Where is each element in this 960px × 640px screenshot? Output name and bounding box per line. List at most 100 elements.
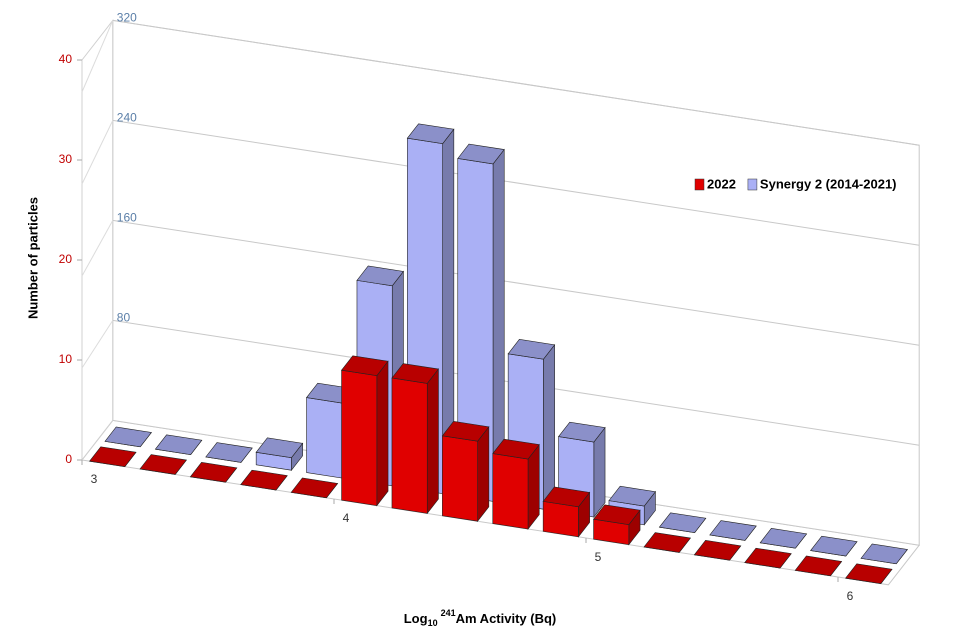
bar-top xyxy=(759,528,808,549)
bar-top xyxy=(608,485,656,507)
bar-top xyxy=(558,421,606,443)
bar-top xyxy=(356,265,404,287)
x-axis-title-sup: 241 xyxy=(441,608,456,618)
bar xyxy=(860,543,908,565)
legend-label: Synergy 2 (2014-2021) xyxy=(760,176,897,191)
bar xyxy=(744,547,792,569)
bar-side xyxy=(593,426,606,518)
legend-label: 2022 xyxy=(707,176,736,191)
bar-top xyxy=(341,355,389,376)
bar-top xyxy=(845,563,893,584)
bar xyxy=(810,535,858,557)
bar-top xyxy=(89,446,137,467)
bar-top xyxy=(391,363,439,384)
bar-side xyxy=(426,368,439,515)
bar xyxy=(139,454,187,475)
x-axis-title: Log10241Am Activity (Bq) xyxy=(404,608,557,628)
bar-front xyxy=(341,369,378,506)
grid-line xyxy=(81,220,114,277)
bar-top xyxy=(104,426,152,448)
bar-front xyxy=(492,453,529,530)
bar xyxy=(643,532,691,553)
grid-line xyxy=(81,320,114,369)
bar-front xyxy=(306,397,343,479)
bar xyxy=(104,426,152,448)
bar-front xyxy=(391,377,428,514)
bar-top xyxy=(457,143,505,165)
bar xyxy=(341,355,389,507)
y2-tick-label: 320 xyxy=(117,11,137,25)
legend-swatch xyxy=(747,178,758,191)
bar-side xyxy=(376,360,389,507)
x-axis-title-part: Am Activity (Bq) xyxy=(456,611,557,626)
bar xyxy=(492,438,540,530)
bar xyxy=(593,504,641,546)
x-tick-label: 4 xyxy=(343,511,350,525)
grid-line xyxy=(81,20,114,93)
bar-top xyxy=(794,555,843,577)
bar xyxy=(693,540,742,561)
bar-front xyxy=(442,435,478,522)
bar-top xyxy=(709,520,757,541)
bar xyxy=(154,434,203,455)
bar xyxy=(709,520,757,541)
bar xyxy=(457,143,505,503)
x-tick-label: 5 xyxy=(595,550,602,564)
y2-tick-label: 240 xyxy=(117,111,137,125)
bar-top xyxy=(860,543,908,565)
y-tick-label: 20 xyxy=(59,252,73,266)
bar-top xyxy=(139,454,187,475)
y-tick-label: 40 xyxy=(59,52,73,66)
x-axis-title-sub: 10 xyxy=(428,618,438,628)
bar xyxy=(441,421,490,523)
bar-top xyxy=(406,123,455,144)
bar-top xyxy=(189,462,238,483)
bar-front xyxy=(542,501,579,538)
legend-swatch xyxy=(694,178,705,191)
grid-line xyxy=(112,219,920,346)
bar-top xyxy=(255,437,304,459)
y-tick-label: 10 xyxy=(59,352,73,366)
bar-top xyxy=(507,339,556,360)
bar-top xyxy=(593,504,641,525)
y2-tick-label: 80 xyxy=(117,311,131,325)
bar-top xyxy=(744,547,792,569)
bar-top xyxy=(658,512,707,533)
bar-top xyxy=(205,442,253,463)
y2-tick-label: 160 xyxy=(117,211,137,225)
grid-line xyxy=(112,119,920,246)
grid-line xyxy=(81,120,114,185)
bar xyxy=(255,437,304,472)
side-wall xyxy=(81,18,114,462)
bar xyxy=(89,446,137,467)
y-tick-label: 0 xyxy=(65,452,72,466)
bar xyxy=(189,462,238,483)
bar-top xyxy=(492,438,540,460)
bar xyxy=(845,563,893,584)
bar-top xyxy=(542,486,591,508)
y-tick-label: 30 xyxy=(59,152,73,166)
bar xyxy=(658,512,707,533)
bar xyxy=(240,469,288,491)
bar xyxy=(391,363,439,515)
bar xyxy=(759,528,808,549)
grid-line xyxy=(112,19,920,146)
x-axis-title-part: Log xyxy=(404,611,428,626)
bar-side xyxy=(477,425,490,523)
bar-side xyxy=(543,343,555,511)
x-tick-label: 6 xyxy=(847,589,854,603)
bar-top xyxy=(643,532,691,553)
x-tick-label: 3 xyxy=(91,472,98,486)
bar-top xyxy=(693,540,742,561)
bar-top xyxy=(290,477,339,499)
bar-top xyxy=(154,434,203,455)
bar-top xyxy=(810,535,858,557)
bar xyxy=(542,486,591,538)
bar xyxy=(794,555,843,577)
bar-top xyxy=(441,421,490,442)
bar-top xyxy=(240,469,288,491)
bar xyxy=(205,442,253,463)
y-axis-title: Number of particles xyxy=(25,197,40,319)
bar xyxy=(290,477,339,499)
